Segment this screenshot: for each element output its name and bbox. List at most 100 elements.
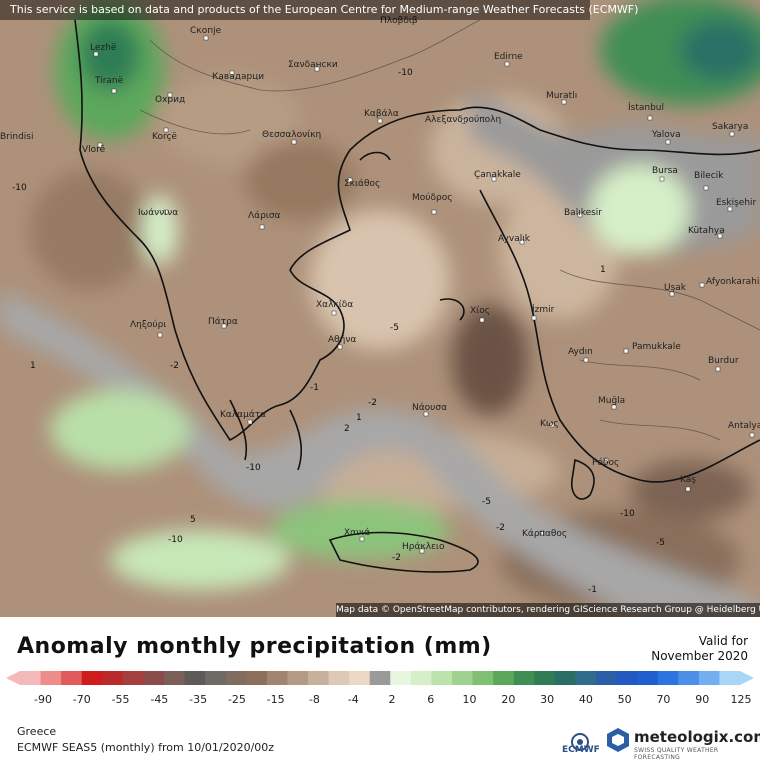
city: Θεσσαλονίκη: [262, 130, 321, 145]
city: Μούδρος: [412, 192, 453, 215]
contour-label: -10: [398, 68, 413, 78]
scale-bin: [410, 671, 432, 685]
scale-bin: [452, 671, 474, 685]
svg-text:Καλαμάτα: Καλαμάτα: [220, 410, 266, 420]
scale-bin: [40, 671, 62, 685]
scale-tick-label: 20: [501, 693, 515, 706]
scale-arrow-left: [6, 671, 20, 685]
scale-tick-label: -45: [150, 693, 168, 706]
svg-text:Lezhë: Lezhë: [90, 43, 117, 53]
svg-text:Antalya: Antalya: [728, 421, 760, 431]
scale-tick-label: -90: [34, 693, 52, 706]
scale-bin: [369, 671, 391, 685]
svg-text:Eskişehir: Eskişehir: [716, 198, 757, 208]
city: Bursa: [652, 166, 678, 182]
svg-text:Καβάλα: Καβάλα: [364, 109, 399, 119]
svg-text:Kaş: Kaş: [680, 475, 696, 485]
scale-tick-label: -55: [112, 693, 130, 706]
scale-bin: [657, 671, 679, 685]
scale-tick-label: -35: [189, 693, 207, 706]
svg-text:Κως: Κως: [540, 419, 559, 429]
contour-label: -10: [620, 509, 635, 519]
svg-text:Sakarya: Sakarya: [712, 122, 748, 132]
svg-text:Ληξούρι: Ληξούρι: [130, 319, 166, 330]
scale-bin: [164, 671, 186, 685]
city: Νάουσα: [412, 403, 447, 417]
map-area[interactable]: -10 -10 -10 -10 -5 -5 -5 -2 -2 -2 -2 -1 …: [0, 0, 760, 617]
city: Ηράκλειο: [402, 542, 445, 554]
city: Πάτρα: [208, 317, 238, 329]
city: Lezhë: [90, 43, 117, 57]
svg-text:Χίος: Χίος: [470, 306, 490, 316]
contour-label: -1: [310, 383, 319, 393]
city: Tiranë: [94, 76, 124, 94]
city: Pamukkale: [623, 342, 681, 354]
city: Burdur: [708, 356, 739, 372]
contour-label: -2: [368, 398, 377, 408]
scale-tick-label: 50: [618, 693, 632, 706]
city: İzmir: [531, 304, 555, 321]
scale-tick-label: -15: [267, 693, 285, 706]
scale-bin: [143, 671, 165, 685]
map-attribution[interactable]: Map data © OpenStreetMap contributors, r…: [336, 603, 760, 617]
contour-label: -1: [588, 585, 597, 595]
svg-text:Burdur: Burdur: [708, 356, 739, 366]
svg-text:Χαλκίδα: Χαλκίδα: [316, 300, 353, 310]
svg-text:İzmir: İzmir: [532, 304, 555, 315]
city: Eskişehir: [716, 198, 757, 212]
svg-text:Κάρπαθος: Κάρπαθος: [522, 529, 567, 539]
svg-text:Brindisi: Brindisi: [0, 132, 33, 142]
svg-text:Охрид: Охрид: [155, 95, 185, 105]
svg-text:Pamukkale: Pamukkale: [632, 342, 681, 352]
svg-text:İstanbul: İstanbul: [628, 102, 664, 113]
scale-bins: [6, 671, 754, 685]
contour-label: -5: [656, 538, 665, 548]
scale-bin: [554, 671, 576, 685]
scale-bin: [246, 671, 268, 685]
contour-labels: -10 -10 -10 -10 -5 -5 -5 -2 -2 -2 -2 -1 …: [12, 68, 665, 595]
valid-date: November 2020: [651, 649, 748, 663]
city: Antalya: [728, 421, 760, 438]
scale-bin: [205, 671, 227, 685]
scale-bin: [328, 671, 350, 685]
scale-bin: [61, 671, 83, 685]
city: Afyonkarahisar: [699, 277, 760, 288]
svg-text:Edirne: Edirne: [494, 52, 523, 62]
svg-text:Θεσσαλονίκη: Θεσσαλονίκη: [262, 130, 321, 140]
contour-label: -10: [168, 535, 183, 545]
svg-text:Πλοβδιβ: Πλοβδιβ: [380, 16, 418, 26]
city: Πλοβδιβ: [380, 16, 418, 26]
city: Охрид: [155, 92, 185, 105]
scale-bin: [719, 671, 741, 685]
brand-name[interactable]: meteologix.com: [634, 728, 760, 746]
city: Aydın: [568, 347, 593, 363]
scale-tick-label: 70: [656, 693, 670, 706]
svg-text:Ηράκλειο: Ηράκλειο: [402, 542, 445, 552]
city: Σανδански: [288, 60, 338, 72]
color-scale: -90 -70 -55 -45 -35 -25 -15 -8 -4 2 6 10 20 30 40 50 70 9…: [6, 671, 754, 706]
valid-label: Valid for: [698, 634, 748, 648]
scale-bin: [534, 671, 556, 685]
city: Balıkesir: [564, 208, 602, 218]
scale-bin: [431, 671, 453, 685]
scale-tick-label: -8: [309, 693, 320, 706]
svg-text:Χανιά: Χανιά: [344, 528, 370, 538]
scale-tick-label: 40: [579, 693, 593, 706]
contour-label: -10: [12, 183, 27, 193]
city: Ρόδος: [592, 457, 619, 468]
city: Χίος: [470, 306, 490, 323]
svg-text:Uşak: Uşak: [664, 283, 687, 293]
scale-tick-label: 90: [695, 693, 709, 706]
svg-text:Bilecik: Bilecik: [694, 171, 724, 181]
contour-label: 1: [356, 413, 362, 423]
ecmwf-logo-icon[interactable]: [562, 727, 598, 757]
scale-bin: [390, 671, 412, 685]
valid-for: Valid for November 2020: [651, 634, 748, 664]
svg-text:Αλεξανδρούπολη: Αλεξανδρούπολη: [425, 114, 501, 125]
city: Ιωάννινα: [138, 208, 178, 218]
city: Çanakkale: [474, 170, 521, 182]
scale-bin: [225, 671, 247, 685]
meteologix-logo-icon[interactable]: [604, 726, 632, 754]
svg-text:Kütahya: Kütahya: [688, 226, 725, 236]
svg-text:Bursa: Bursa: [652, 166, 678, 176]
